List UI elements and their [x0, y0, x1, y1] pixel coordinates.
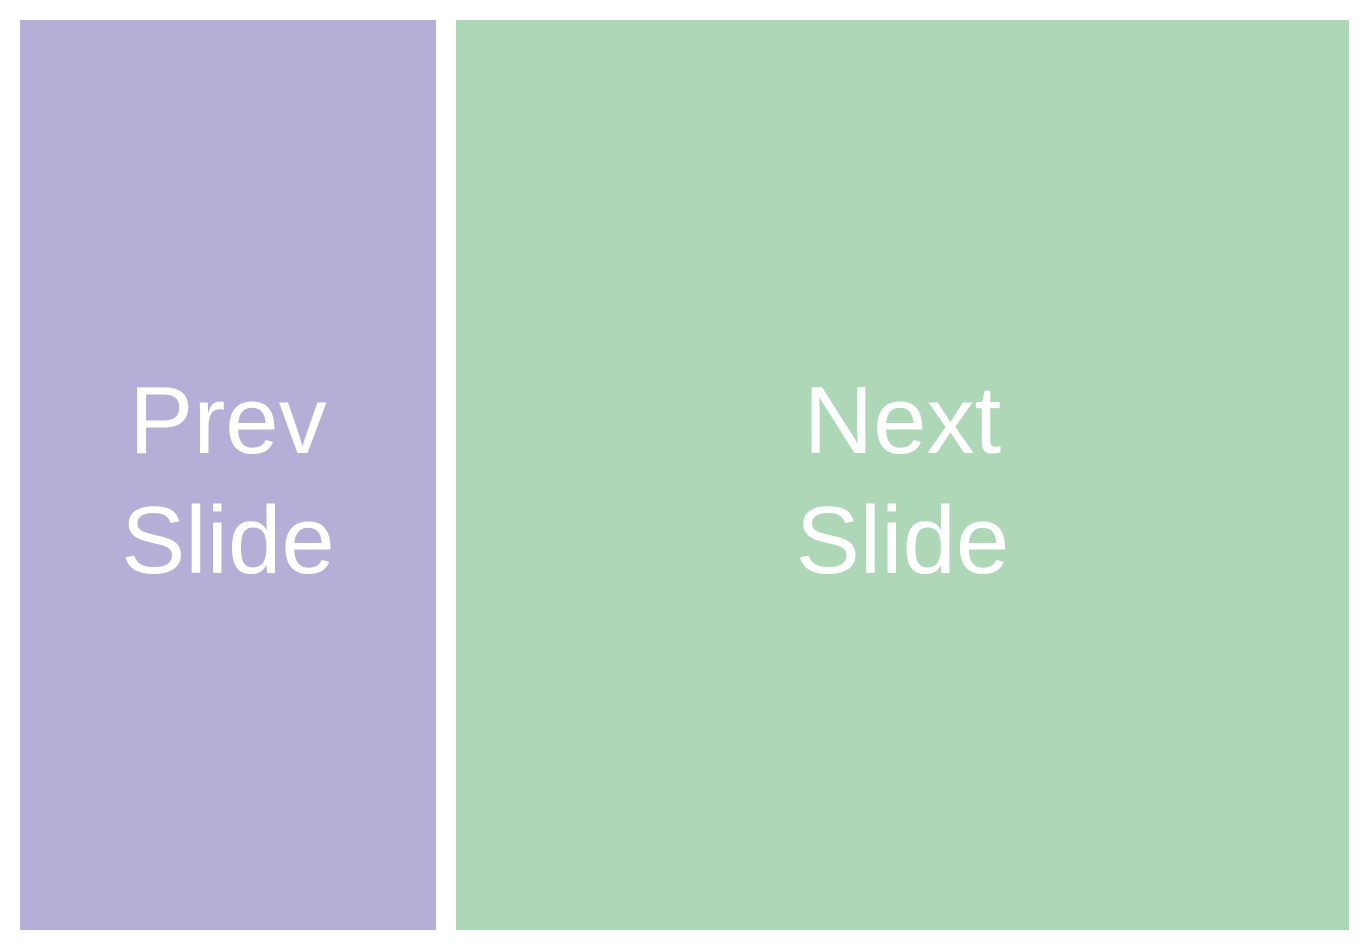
prev-slide-label: Prev Slide	[121, 349, 334, 601]
prev-slide-label-line1: Prev	[129, 367, 327, 474]
next-slide-label-line2: Slide	[795, 487, 1010, 594]
prev-slide-label-line2: Slide	[121, 487, 335, 594]
next-slide-label-line1: Next	[803, 367, 1002, 474]
next-slide-button[interactable]: Next Slide	[456, 20, 1349, 930]
prev-slide-button[interactable]: Prev Slide	[20, 20, 436, 930]
next-slide-label: Next Slide	[796, 349, 1009, 601]
